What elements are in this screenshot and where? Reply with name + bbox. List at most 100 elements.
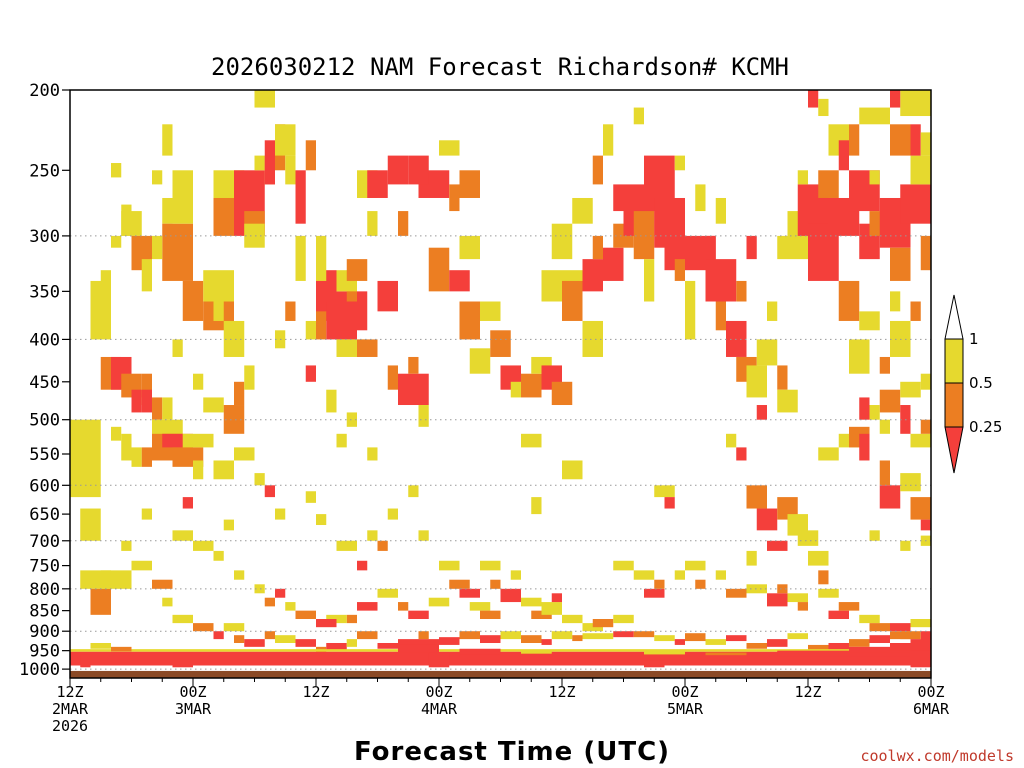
ri-cell-R <box>808 90 819 108</box>
ri-cell-O <box>346 259 368 281</box>
ri-cell-O <box>592 619 614 628</box>
y-tick-label: 600 <box>29 476 60 496</box>
ri-cell-Y <box>111 426 122 441</box>
ri-cell-O <box>141 447 152 467</box>
ri-cell-R <box>316 619 337 628</box>
ri-cell-Y <box>900 381 921 398</box>
ri-cell-R <box>920 631 931 644</box>
ri-cell-R <box>674 639 685 645</box>
ri-cell-R <box>459 588 480 598</box>
ri-cell-O <box>890 247 911 281</box>
y-tick-label: 1000 <box>19 660 60 680</box>
ri-cell-Y <box>900 90 931 117</box>
ri-cell-Y <box>203 397 224 413</box>
ri-cell-Y <box>367 530 378 541</box>
ri-cell-Y <box>521 650 552 654</box>
x-tick-label: 12Z <box>302 683 329 701</box>
y-tick-label: 400 <box>29 330 60 350</box>
ri-cell-Y <box>121 433 132 461</box>
ri-cell-Y <box>90 280 111 340</box>
ri-cell-O <box>736 280 747 302</box>
ri-cell-Y <box>777 389 798 413</box>
ri-cell-O <box>869 623 890 632</box>
ri-cell-Y <box>767 301 778 321</box>
ri-cell-Y <box>633 107 644 125</box>
colorbar-arrow-bottom <box>944 426 964 474</box>
ri-cell-Y <box>695 184 706 212</box>
ri-cell-R <box>449 270 470 292</box>
ri-cell-Y <box>715 197 726 224</box>
ri-cell-R <box>664 497 675 509</box>
ri-cell-Y <box>777 235 788 260</box>
ri-cell-Y <box>818 588 839 598</box>
ri-cell-Y <box>387 508 398 520</box>
ri-cell-O <box>849 124 860 156</box>
ri-cell-Y <box>295 235 306 281</box>
ri-cell-Y <box>910 433 931 448</box>
ri-cell-Y <box>439 140 460 156</box>
y-tick-label: 450 <box>29 373 60 393</box>
ri-cell-R <box>777 650 931 657</box>
ri-cell-Y <box>541 602 562 615</box>
ri-cell-Y <box>275 508 286 520</box>
y-tick-label: 750 <box>29 557 60 577</box>
ri-cell-Y <box>808 550 829 566</box>
ri-cell-Y <box>172 170 193 224</box>
ri-cell-Y <box>633 570 655 580</box>
plot-area <box>70 90 931 678</box>
ri-cell-O <box>910 497 931 520</box>
ri-cell-Y <box>521 597 542 607</box>
ri-cell-Y <box>797 530 819 546</box>
ri-cell-O <box>459 170 480 198</box>
ri-cell-Y <box>305 491 316 503</box>
gridlines <box>70 235 931 670</box>
ri-cell-Y <box>480 301 501 321</box>
x-tick-label: 12Z <box>548 683 575 701</box>
ri-cell-R <box>70 651 931 666</box>
ri-cell-Y <box>746 365 767 398</box>
ri-cell-Y <box>213 550 224 561</box>
ri-cell-Y <box>869 405 880 420</box>
ri-cell-R <box>890 623 911 632</box>
ri-cell-Y <box>900 540 911 551</box>
ri-cell-Y <box>336 433 347 448</box>
ri-cell-R <box>838 140 849 171</box>
ri-cell-Y <box>551 631 573 640</box>
ri-cell-Y <box>80 508 101 541</box>
ri-cell-R <box>172 652 193 668</box>
x-tick-label: 5MAR <box>667 700 704 718</box>
ri-cell-O <box>674 259 685 281</box>
ri-cell-Y <box>859 311 880 331</box>
ri-cell-O <box>633 211 655 260</box>
y-tick-label: 250 <box>29 161 60 181</box>
x-tick-label: 12Z <box>56 683 83 701</box>
ri-cell-O <box>746 643 767 649</box>
ri-cell-Y <box>531 497 542 515</box>
ri-cell-O <box>193 623 214 632</box>
ri-cell-Y <box>510 381 521 398</box>
ri-cell-O <box>234 635 245 644</box>
ri-cell-Y <box>213 291 224 321</box>
ri-cell-Y <box>213 460 234 480</box>
y-tick-label: 700 <box>29 532 60 552</box>
x-tick-label: 4MAR <box>421 700 458 718</box>
ri-cell-O <box>213 197 234 236</box>
ri-cell-R <box>705 235 716 260</box>
ri-cell-Y <box>551 223 573 260</box>
ri-cell-Y <box>869 170 880 185</box>
ri-cell-Y <box>818 447 839 461</box>
ri-cell-R <box>910 639 931 647</box>
ri-cell-Y <box>859 614 880 624</box>
ri-cell-R <box>920 519 931 531</box>
ri-cell-Y <box>244 365 255 390</box>
ri-cell-Y <box>254 90 275 108</box>
ri-cell-R <box>746 235 757 260</box>
ri-cell-Y <box>797 170 808 185</box>
ri-cell-Y <box>644 259 655 302</box>
ri-cell-Y <box>162 397 173 420</box>
ri-cell-Y <box>316 514 327 526</box>
ri-cell-Y <box>459 235 480 260</box>
ri-cell-R <box>705 259 737 302</box>
ri-cell-R <box>387 155 409 185</box>
colorbar-arrow-top <box>944 294 964 340</box>
